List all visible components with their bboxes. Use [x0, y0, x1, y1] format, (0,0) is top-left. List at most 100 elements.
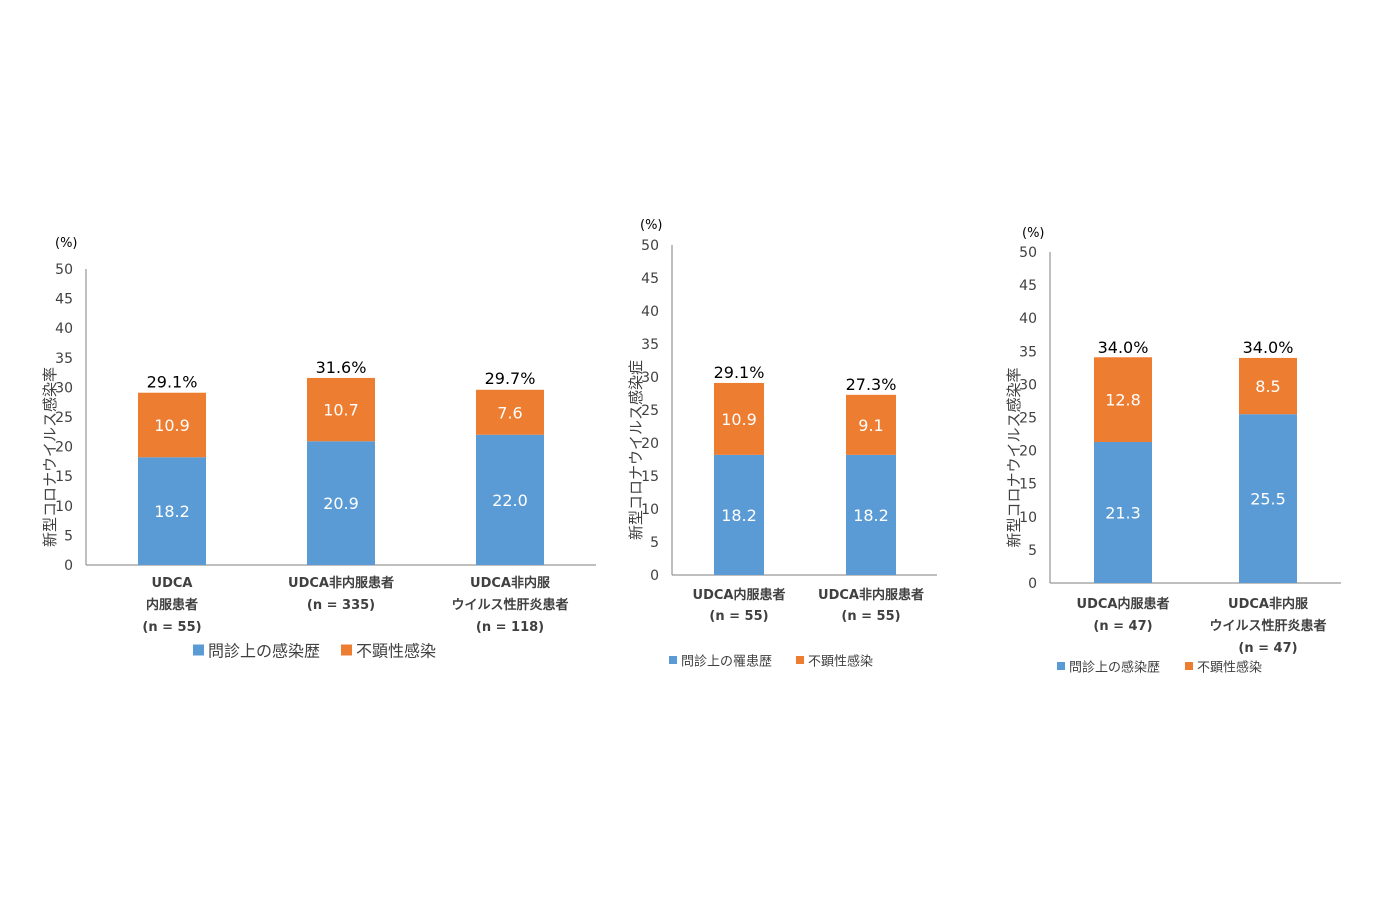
- y-tick-label: 45: [641, 271, 659, 287]
- y-unit-label: (%): [55, 236, 78, 251]
- bar-value-label: 18.2: [721, 506, 757, 525]
- category-label: (n = 55): [142, 620, 201, 635]
- legend: 問診上の感染歴 不顕性感染: [1057, 660, 1262, 676]
- bar-value-label: 18.2: [154, 502, 190, 521]
- bar-segment-history: [1239, 414, 1297, 583]
- category-label: (n = 55): [841, 609, 900, 624]
- bar-segment-asymptomatic: [138, 392, 206, 458]
- y-tick-label: 50: [55, 262, 73, 278]
- y-tick-label: 25: [1019, 411, 1037, 427]
- bar-segment-asymptomatic: [846, 394, 896, 455]
- y-tick-label: 15: [641, 469, 659, 485]
- bar-segment-asymptomatic: [714, 382, 764, 455]
- bar-segment-asymptomatic: [1094, 357, 1152, 442]
- legend-label: 問診上の感染歴: [1069, 660, 1160, 676]
- bar-value-label: 18.2: [853, 506, 889, 525]
- y-tick-label: 25: [641, 403, 659, 419]
- bar-segment-asymptomatic: [307, 377, 375, 442]
- y-axis-title: 新型コロナウイルス感染率: [41, 367, 59, 547]
- category-label: UDCA内服患者: [1077, 596, 1170, 612]
- y-tick-label: 45: [55, 292, 73, 308]
- category-label: UDCA非内服: [470, 575, 551, 591]
- y-tick-label: 45: [1019, 278, 1037, 294]
- bar-value-label: 12.8: [1105, 391, 1141, 410]
- y-tick-label: 50: [641, 238, 659, 254]
- category-label: (n = 47): [1238, 641, 1297, 656]
- category-label: (n = 47): [1093, 619, 1152, 634]
- y-tick-label: 5: [64, 528, 73, 544]
- category-label: UDCA: [152, 576, 193, 591]
- legend-swatch-asymptomatic: [796, 656, 804, 664]
- category-label: (n = 55): [709, 609, 768, 624]
- y-tick-label: 20: [641, 436, 659, 452]
- bar-segment-asymptomatic: [1239, 357, 1297, 415]
- bar-value-label: 20.9: [323, 494, 359, 513]
- y-tick-label: 10: [641, 502, 659, 518]
- category-label: (n = 335): [307, 598, 375, 613]
- category-label: UDCA内服患者: [693, 587, 786, 603]
- legend-swatch-asymptomatic: [341, 644, 352, 656]
- y-tick-label: 30: [55, 380, 73, 396]
- y-tick-label: 10: [55, 499, 73, 515]
- y-tick-label: 30: [1019, 377, 1037, 393]
- legend-label: 問診上の罹患歴: [681, 654, 772, 670]
- category-label: (n = 118): [476, 620, 544, 635]
- y-tick-label: 35: [641, 337, 659, 353]
- y-tick-label: 15: [1019, 477, 1037, 493]
- y-tick-label: 30: [641, 370, 659, 386]
- legend-swatch-history: [669, 656, 677, 664]
- chart-panel-3: 0 5 10 15 20 25 30 35 40 45 50 (%) 新型コロナウイルス感染率 21.3 1…: [1005, 226, 1341, 676]
- y-tick-label: 0: [650, 568, 659, 584]
- legend-swatch-asymptomatic: [1185, 662, 1193, 670]
- y-tick-label: 40: [1019, 311, 1037, 327]
- bar-value-label: 10.7: [323, 401, 359, 420]
- legend-swatch-history: [193, 644, 204, 656]
- y-tick-label: 5: [1028, 543, 1037, 559]
- y-axis-title: 新型コロナウイルス感染率: [1005, 367, 1023, 547]
- legend-label: 不顕性感染: [1197, 660, 1262, 676]
- bar-value-label: 25.5: [1250, 490, 1286, 509]
- bar-total-label: 29.7%: [485, 369, 536, 388]
- chart-panel-2: 0 5 10 15 20 25 30 35 40 45 50 (%) 新型コロナウイルス感染症 18.2 1…: [627, 218, 937, 670]
- category-label: UDCA非内服患者: [818, 587, 924, 603]
- legend-swatch-history: [1057, 662, 1065, 670]
- y-tick-label: 40: [55, 321, 73, 337]
- bar-segment-history: [1094, 441, 1152, 583]
- bar-total-label: 29.1%: [714, 363, 765, 382]
- category-label: ウイルス性肝炎患者: [451, 597, 568, 613]
- bar-total-label: 34.0%: [1243, 338, 1294, 357]
- y-axis-title: 新型コロナウイルス感染症: [627, 360, 645, 540]
- bar-total-label: 31.6%: [316, 358, 367, 377]
- category-label: 内服患者: [146, 597, 198, 613]
- bar-segment-history: [138, 457, 206, 565]
- y-tick-label: 5: [650, 535, 659, 551]
- bar-segment-asymptomatic: [476, 389, 544, 435]
- bar-value-label: 8.5: [1255, 377, 1280, 396]
- y-tick-label: 10: [1019, 510, 1037, 526]
- bar-segment-history: [846, 454, 896, 575]
- legend: 問診上の罹患歴 不顕性感染: [669, 654, 873, 670]
- bar-value-label: 10.9: [154, 416, 190, 435]
- legend-label: 不顕性感染: [808, 654, 873, 670]
- y-tick-label: 15: [55, 469, 73, 485]
- bar-segment-history: [307, 441, 375, 565]
- bar-total-label: 29.1%: [147, 373, 198, 392]
- category-label: UDCA非内服: [1228, 596, 1309, 612]
- y-tick-label: 35: [1019, 344, 1037, 360]
- y-tick-label: 0: [64, 558, 73, 574]
- category-label: ウイルス性肝炎患者: [1209, 618, 1326, 634]
- category-label: UDCA非内服患者: [288, 575, 394, 591]
- bar-total-label: 34.0%: [1098, 338, 1149, 357]
- bar-value-label: 10.9: [721, 410, 757, 429]
- legend-label: 不顕性感染: [356, 642, 436, 661]
- bar-value-label: 7.6: [497, 403, 522, 422]
- bar-value-label: 22.0: [492, 491, 528, 510]
- legend-label: 問診上の感染歴: [208, 642, 320, 661]
- y-tick-label: 25: [55, 410, 73, 426]
- y-tick-label: 0: [1028, 576, 1037, 592]
- y-tick-label: 20: [1019, 444, 1037, 460]
- y-unit-label: (%): [1022, 226, 1045, 241]
- bar-value-label: 9.1: [858, 416, 883, 435]
